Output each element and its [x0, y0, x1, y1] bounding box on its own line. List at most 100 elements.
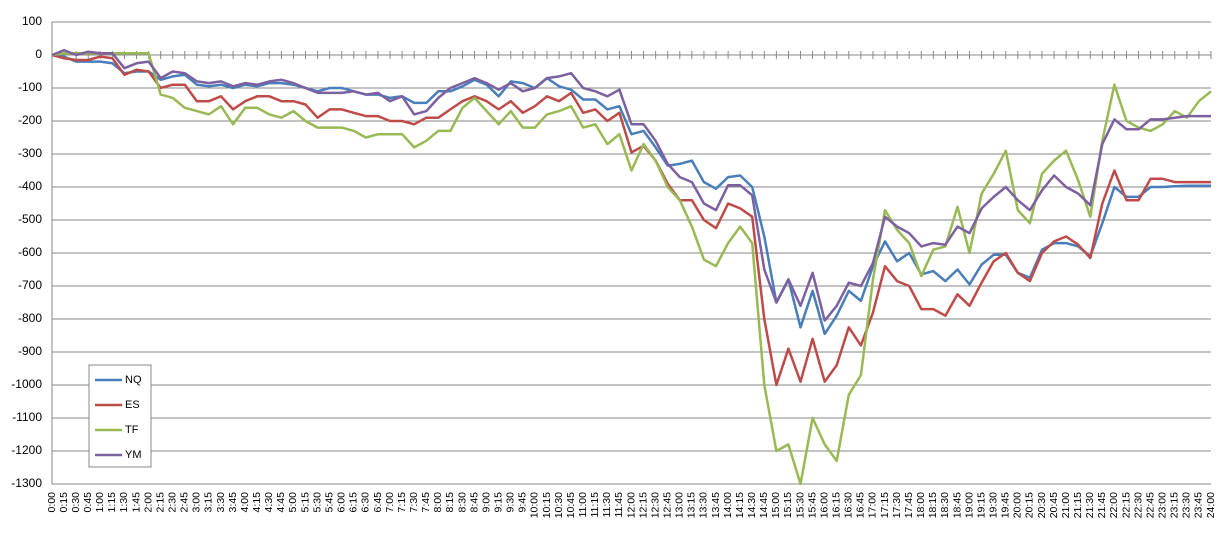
- x-tick-label: 22:45: [1144, 492, 1156, 518]
- x-tick-label: 1:15: [106, 492, 118, 513]
- x-tick-label: 22:30: [1132, 492, 1144, 518]
- x-tick-label: 9:30: [505, 492, 517, 513]
- y-tick-label: -1200: [11, 443, 42, 457]
- y-tick-label: -500: [18, 212, 42, 226]
- x-tick-label: 16:15: [831, 492, 843, 518]
- y-tick-label: 0: [35, 47, 42, 61]
- x-tick-label: 6:00: [336, 492, 348, 513]
- x-tick-label: 23:30: [1181, 492, 1193, 518]
- series-line: [51, 53, 1211, 387]
- x-tick-label: 8:00: [432, 492, 444, 513]
- x-tick-label: 3:30: [215, 492, 227, 513]
- x-tick-label: 10:45: [565, 492, 577, 518]
- legend-label: NQ: [125, 374, 142, 386]
- legend-box: [88, 364, 152, 468]
- x-tick-label: 3:45: [227, 492, 239, 513]
- y-tick-label: -600: [18, 245, 42, 259]
- x-tick-label: 23:00: [1156, 492, 1168, 518]
- x-tick-label: 11:30: [601, 492, 613, 518]
- x-tick-label: 9:45: [517, 492, 529, 513]
- y-tick-label: -1300: [11, 476, 42, 490]
- lines: [51, 48, 1212, 486]
- x-tick-label: 24:00: [1205, 492, 1217, 518]
- x-tick-label: 16:45: [855, 492, 867, 518]
- x-tick-label: 14:00: [722, 492, 734, 518]
- x-tick-label: 0:00: [46, 492, 58, 513]
- x-tick-label: 4:45: [275, 492, 287, 513]
- x-tick-label: 10:15: [541, 492, 553, 518]
- y-tick-label: -800: [18, 311, 42, 325]
- x-tick-label: 13:45: [710, 492, 722, 518]
- x-tick-label: 6:45: [372, 492, 384, 513]
- x-tick-label: 7:30: [408, 492, 420, 513]
- x-tick-label: 18:00: [915, 492, 927, 518]
- x-tick-label: 1:00: [94, 492, 106, 513]
- y-tick-label: -100: [18, 80, 42, 94]
- x-tick-label: 5:45: [323, 492, 335, 513]
- x-tick-label: 0:45: [82, 492, 94, 513]
- x-tick-label: 2:15: [154, 492, 166, 513]
- x-tick-label: 13:15: [686, 492, 698, 518]
- x-tick-label: 11:00: [577, 492, 589, 518]
- labels: 100 0 -100 -200 -300 -400 -500 -600 -700 -800 -900…: [11, 14, 1216, 518]
- x-tick-label: 18:45: [951, 492, 963, 518]
- x-tick-label: 1:45: [130, 492, 142, 513]
- x-tick-label: 19:00: [963, 492, 975, 518]
- x-tick-label: 5:15: [299, 492, 311, 513]
- x-tick-label: 19:45: [1000, 492, 1012, 518]
- legend: NQ ES TF YM: [95, 374, 142, 461]
- x-tick-label: 12:30: [649, 492, 661, 518]
- x-tick-label: 10:30: [553, 492, 565, 518]
- x-tick-label: 23:15: [1169, 492, 1181, 518]
- x-tick-label: 18:15: [927, 492, 939, 518]
- series-line: [51, 52, 1212, 486]
- x-tick-label: 3:00: [191, 492, 203, 513]
- x-tick-label: 21:30: [1084, 492, 1096, 518]
- x-tick-label: 13:30: [698, 492, 710, 518]
- x-tick-label: 14:15: [734, 492, 746, 518]
- x-tick-label: 14:45: [758, 492, 770, 518]
- x-tick-label: 12:15: [637, 492, 649, 518]
- x-tick-label: 13:00: [674, 492, 686, 518]
- x-tick-label: 0:15: [58, 492, 70, 513]
- x-tick-label: 18:30: [939, 492, 951, 518]
- x-tick-label: 19:15: [975, 492, 987, 518]
- y-tick-label: -700: [18, 278, 42, 292]
- y-tick-label: 100: [22, 14, 42, 28]
- y-tick-label: -400: [18, 179, 42, 193]
- x-tick-label: 12:00: [625, 492, 637, 518]
- x-tick-label: 15:15: [782, 492, 794, 518]
- x-tick-label: 17:15: [879, 492, 891, 518]
- x-tick-label: 10:00: [529, 492, 541, 518]
- x-tick-label: 4:15: [251, 492, 263, 513]
- x-tick-label: 2:00: [142, 492, 154, 513]
- x-tick-label: 22:00: [1108, 492, 1120, 518]
- x-tick-label: 2:30: [167, 492, 179, 513]
- y-tick-label: -200: [18, 113, 42, 127]
- x-tick-label: 22:15: [1120, 492, 1132, 518]
- y-tick-label: -1100: [12, 410, 42, 424]
- x-tick-label: 9:00: [480, 492, 492, 513]
- legend-label: YM: [125, 449, 142, 461]
- x-tick-label: 20:45: [1048, 492, 1060, 518]
- x-tick-label: 4:30: [263, 492, 275, 513]
- x-tick-label: 20:30: [1036, 492, 1048, 518]
- x-tick-label: 5:00: [287, 492, 299, 513]
- x-tick-label: 17:45: [903, 492, 915, 518]
- x-tick-label: 7:15: [396, 492, 408, 513]
- x-tick-label: 21:15: [1072, 492, 1084, 518]
- x-tick-label: 15:45: [806, 492, 818, 518]
- x-tick-label: 11:15: [589, 492, 601, 518]
- x-tick-label: 8:45: [468, 492, 480, 513]
- x-tick-label: 17:30: [891, 492, 903, 518]
- x-tick-label: 11:45: [613, 492, 625, 518]
- x-tick-label: 23:45: [1193, 492, 1205, 518]
- x-tick-label: 3:15: [203, 492, 215, 513]
- x-tick-label: 1:30: [118, 492, 130, 513]
- x-tick-label: 5:30: [311, 492, 323, 513]
- x-tick-label: 4:00: [239, 492, 251, 513]
- x-tick-label: 7:00: [384, 492, 396, 513]
- y-tick-label: -1000: [11, 377, 42, 391]
